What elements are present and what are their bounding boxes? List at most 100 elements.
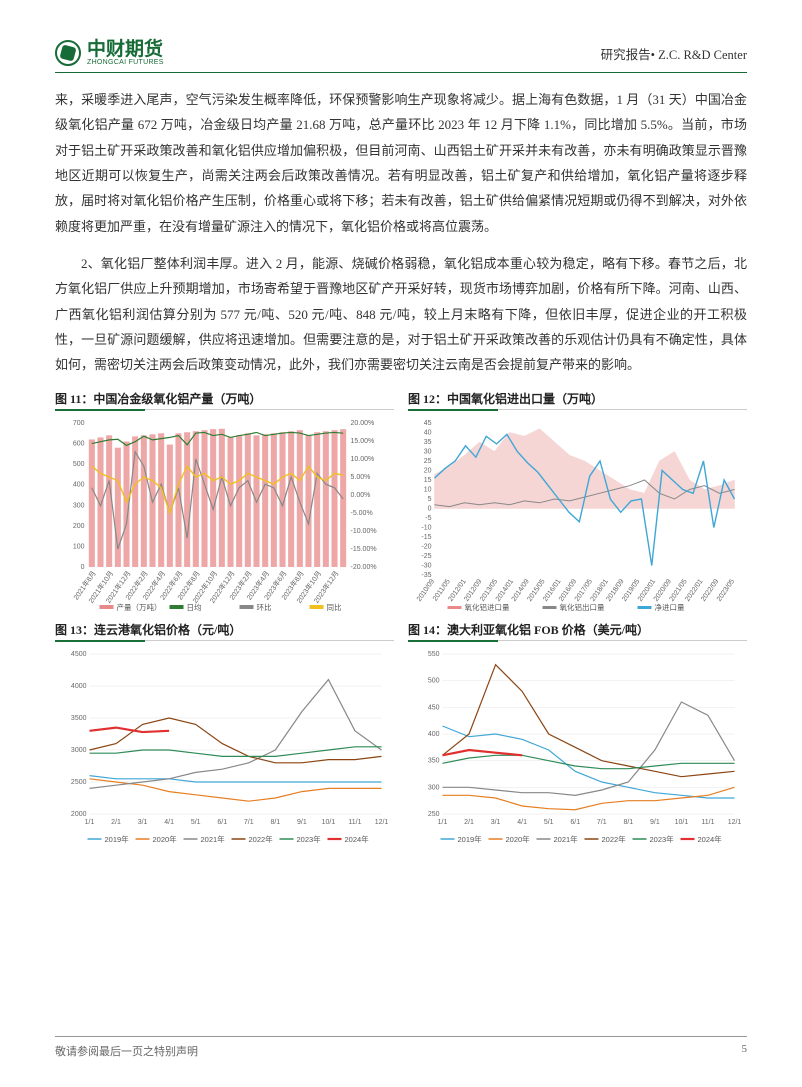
- chart13: 2000250030003500400045001/12/13/14/15/16…: [55, 646, 394, 846]
- page-header: 中财期货 ZHONGCAI FUTURES 研究报告• Z.C. R&D Cen…: [55, 40, 747, 73]
- svg-text:12/1: 12/1: [375, 819, 389, 826]
- svg-text:2020年: 2020年: [506, 834, 531, 844]
- paragraph-1: 来，采暖季进入尾声，空气污染发生概率降低，环保预警影响生产现象将减少。据上海有色…: [55, 87, 747, 239]
- charts-grid: 图 11：中国冶金级氧化铝产量（万吨） 01002003004005006007…: [55, 390, 747, 846]
- svg-text:25: 25: [424, 458, 432, 465]
- svg-text:45: 45: [424, 420, 432, 427]
- svg-text:5/1: 5/1: [544, 819, 554, 826]
- svg-text:0.00%: 0.00%: [351, 492, 371, 499]
- svg-text:2/1: 2/1: [111, 819, 121, 826]
- svg-text:2021年: 2021年: [554, 834, 579, 844]
- svg-text:200: 200: [73, 523, 85, 530]
- svg-text:5: 5: [428, 496, 432, 503]
- svg-text:产量（万吨）: 产量（万吨）: [117, 602, 162, 612]
- svg-text:35: 35: [424, 439, 432, 446]
- svg-text:8/1: 8/1: [623, 819, 633, 826]
- svg-text:10/1: 10/1: [675, 819, 689, 826]
- svg-text:300: 300: [73, 502, 85, 509]
- chart12-title: 图 12：中国氧化铝进出口量（万吨）: [408, 390, 747, 407]
- svg-text:6/1: 6/1: [570, 819, 580, 826]
- svg-text:20.00%: 20.00%: [351, 420, 375, 427]
- svg-text:11/1: 11/1: [348, 819, 361, 826]
- paragraph-2: 2、氧化铝厂整体利润丰厚。进入 2 月，能源、烧碱价格弱稳，氧化铝成本重心较为稳…: [55, 251, 747, 378]
- footer-page-number: 5: [742, 1043, 748, 1059]
- svg-text:20: 20: [424, 467, 432, 474]
- svg-text:2019年: 2019年: [458, 834, 483, 844]
- svg-text:250: 250: [428, 811, 440, 818]
- svg-text:10/1: 10/1: [322, 819, 336, 826]
- svg-text:-25: -25: [421, 553, 431, 560]
- svg-text:350: 350: [428, 757, 440, 764]
- svg-text:3/1: 3/1: [491, 819, 501, 826]
- svg-text:日均: 日均: [187, 602, 202, 612]
- svg-text:-15.00%: -15.00%: [351, 546, 377, 553]
- svg-text:-15: -15: [421, 534, 431, 541]
- svg-text:氧化铝进口量: 氧化铝进口量: [465, 602, 510, 612]
- chart14: 2503003504004505005501/12/13/14/15/16/17…: [408, 646, 747, 846]
- svg-text:5.00%: 5.00%: [351, 474, 371, 481]
- svg-text:9/1: 9/1: [650, 819, 660, 826]
- svg-text:氧化铝出口量: 氧化铝出口量: [560, 602, 605, 612]
- svg-text:1/1: 1/1: [438, 819, 448, 826]
- svg-text:2019年: 2019年: [105, 834, 130, 844]
- svg-text:同比: 同比: [327, 602, 342, 612]
- svg-text:11/1: 11/1: [701, 819, 714, 826]
- svg-text:-5.00%: -5.00%: [351, 510, 373, 517]
- chart14-title: 图 14：澳大利亚氧化铝 FOB 价格（美元/吨）: [408, 621, 747, 638]
- svg-text:4/1: 4/1: [517, 819, 527, 826]
- svg-text:300: 300: [428, 784, 440, 791]
- chart13-title: 图 13：连云港氧化铝价格（元/吨）: [55, 621, 394, 638]
- svg-text:环比: 环比: [257, 602, 272, 612]
- svg-text:-5: -5: [425, 515, 431, 522]
- svg-text:7/1: 7/1: [597, 819, 607, 826]
- svg-text:2022年: 2022年: [249, 834, 274, 844]
- svg-text:10: 10: [424, 486, 432, 493]
- svg-text:2020年: 2020年: [153, 834, 178, 844]
- svg-text:500: 500: [428, 677, 440, 684]
- header-right-text: 研究报告• Z.C. R&D Center: [601, 44, 747, 63]
- svg-text:30: 30: [424, 448, 432, 455]
- svg-text:-20.00%: -20.00%: [351, 564, 377, 571]
- svg-text:2024年: 2024年: [698, 834, 723, 844]
- svg-text:-20: -20: [421, 543, 431, 550]
- svg-text:40: 40: [424, 429, 432, 436]
- chart12: -35-30-25-20-15-10-505101520253035404520…: [408, 415, 747, 615]
- svg-text:0: 0: [81, 564, 85, 571]
- svg-text:100: 100: [73, 543, 85, 550]
- svg-text:-10: -10: [421, 524, 431, 531]
- svg-text:8/1: 8/1: [270, 819, 280, 826]
- svg-text:450: 450: [428, 704, 440, 711]
- svg-text:3000: 3000: [71, 747, 87, 754]
- svg-text:500: 500: [73, 461, 85, 468]
- svg-text:10.00%: 10.00%: [351, 456, 375, 463]
- svg-text:15: 15: [424, 477, 432, 484]
- svg-text:2024年: 2024年: [345, 834, 370, 844]
- page-footer: 敬请参阅最后一页之特别声明 5: [55, 1036, 747, 1059]
- chart11: 010020030040050060070020.00%15.00%10.00%…: [55, 415, 394, 615]
- svg-text:3500: 3500: [71, 715, 87, 722]
- svg-text:2023年: 2023年: [297, 834, 322, 844]
- svg-text:2022年: 2022年: [602, 834, 627, 844]
- svg-text:7/1: 7/1: [244, 819, 254, 826]
- svg-text:5/1: 5/1: [191, 819, 201, 826]
- svg-text:550: 550: [428, 651, 440, 658]
- logo-text-en: ZHONGCAI FUTURES: [87, 59, 164, 66]
- svg-text:15.00%: 15.00%: [351, 438, 375, 445]
- svg-text:4/1: 4/1: [164, 819, 174, 826]
- svg-text:3/1: 3/1: [138, 819, 148, 826]
- svg-text:6/1: 6/1: [217, 819, 227, 826]
- svg-text:400: 400: [428, 731, 440, 738]
- logo: 中财期货 ZHONGCAI FUTURES: [55, 40, 164, 66]
- svg-text:0: 0: [428, 505, 432, 512]
- svg-text:2023年: 2023年: [650, 834, 675, 844]
- logo-text-cn: 中财期货: [87, 40, 164, 59]
- svg-text:净进口量: 净进口量: [655, 602, 685, 612]
- svg-text:600: 600: [73, 440, 85, 447]
- svg-text:-30: -30: [421, 562, 431, 569]
- svg-text:2000: 2000: [71, 811, 87, 818]
- svg-text:9/1: 9/1: [297, 819, 307, 826]
- svg-text:4000: 4000: [71, 683, 87, 690]
- logo-mark: [55, 40, 81, 66]
- svg-text:-10.00%: -10.00%: [351, 528, 377, 535]
- chart11-title: 图 11：中国冶金级氧化铝产量（万吨）: [55, 390, 394, 407]
